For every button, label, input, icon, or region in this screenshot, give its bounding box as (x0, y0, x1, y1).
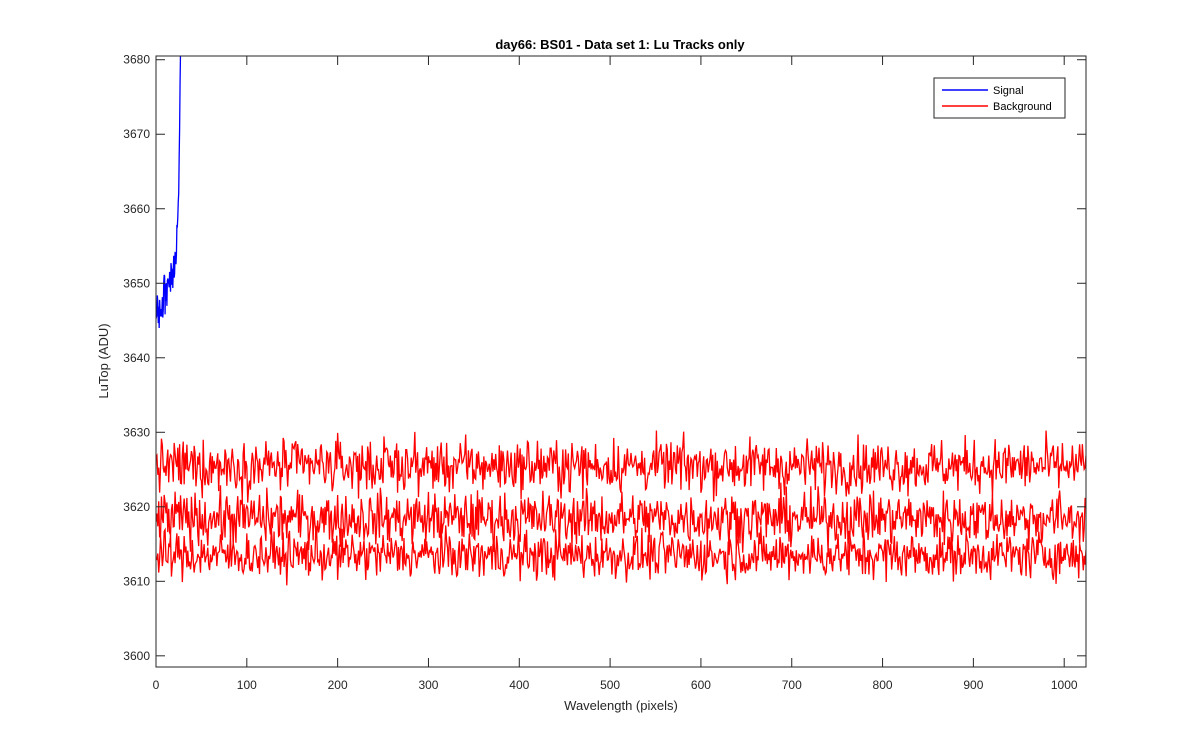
y-tick-label: 3610 (123, 574, 150, 588)
x-tick-label: 200 (328, 678, 348, 692)
y-tick-label: 3670 (123, 127, 150, 141)
legend-box (933, 77, 1066, 119)
x-tick-label: 600 (691, 678, 711, 692)
x-tick-label: 0 (153, 678, 160, 692)
y-tick-label: 3660 (123, 202, 150, 216)
y-tick-label: 3680 (123, 53, 150, 67)
y-axis-label: LuTop (ADU) (96, 323, 111, 398)
x-tick-label: 800 (873, 678, 893, 692)
chart-title: day66: BS01 - Data set 1: Lu Tracks only (495, 37, 745, 52)
series-background-track-1 (156, 430, 1086, 503)
x-axis-label: Wavelength (pixels) (564, 698, 678, 713)
y-tick-label: 3650 (123, 276, 150, 290)
x-tick-label: 700 (782, 678, 802, 692)
axes-box (155, 55, 1087, 668)
x-tick-label: 1000 (1051, 678, 1078, 692)
x-tick-label: 300 (418, 678, 438, 692)
axis-ticks: 0 100 200 300 400 500 600 700 800 900 1000 3600 3610… (123, 53, 1086, 692)
legend-label-signal: Signal (993, 85, 1024, 97)
x-tick-label: 900 (963, 678, 983, 692)
x-tick-label: 500 (600, 678, 620, 692)
y-tick-label: 3600 (123, 649, 150, 663)
y-tick-label: 3630 (123, 425, 150, 439)
x-tick-label: 100 (237, 678, 257, 692)
y-tick-label: 3640 (123, 351, 150, 365)
series-signal (156, 56, 182, 328)
legend-label-background: Background (993, 101, 1052, 113)
y-tick-label: 3620 (123, 500, 150, 514)
plot-area (156, 56, 1086, 586)
series-background-track-3 (156, 525, 1086, 586)
legend: Signal Background (933, 77, 1066, 119)
series-background-track-2 (156, 482, 1086, 553)
x-tick-label: 400 (509, 678, 529, 692)
